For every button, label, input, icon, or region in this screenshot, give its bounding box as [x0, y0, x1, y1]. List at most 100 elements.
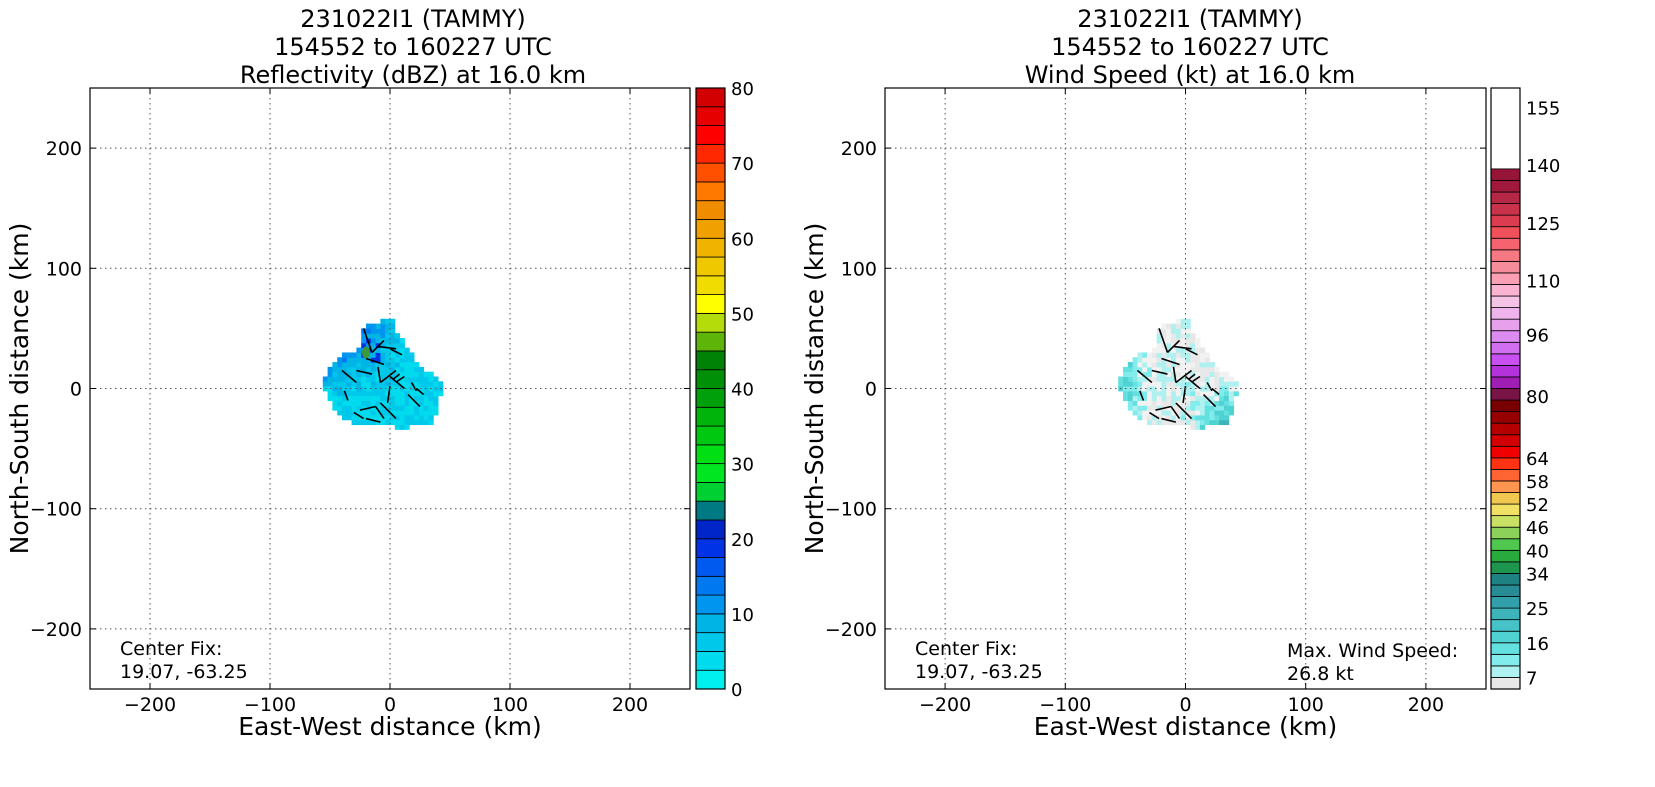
data-cell [1156, 395, 1162, 402]
data-cell [380, 419, 386, 426]
data-cell [1185, 395, 1191, 402]
data-cell [390, 352, 396, 358]
data-cell [361, 405, 367, 411]
data-cell [1132, 371, 1138, 377]
wind-barb [407, 393, 421, 408]
data-cell [404, 347, 410, 353]
colorbar-bin [695, 500, 726, 521]
data-cell [433, 400, 439, 406]
data-cell [337, 366, 343, 373]
x-tick-label: 0 [1179, 694, 1191, 716]
data-cell [409, 376, 415, 382]
data-cell [332, 371, 338, 377]
data-cell [342, 362, 348, 368]
data-cell [1199, 395, 1206, 402]
data-cell [1223, 386, 1230, 392]
data-cell [1156, 342, 1162, 349]
data-cell [414, 419, 420, 426]
center-fix-value: 19.07, -63.25 [120, 661, 248, 683]
data-cell [1195, 338, 1201, 344]
data-cell [418, 419, 425, 426]
data-cell [1151, 376, 1158, 382]
data-cell [370, 362, 377, 368]
data-cell [380, 371, 386, 377]
data-cell [394, 362, 401, 368]
data-cell [1180, 347, 1186, 353]
data-cell [370, 323, 377, 329]
data-cell [1142, 386, 1148, 392]
data-cell [366, 410, 372, 416]
data-cell [1180, 400, 1186, 406]
grid-lines [90, 88, 690, 689]
data-cell [356, 357, 362, 363]
data-cell [1175, 400, 1182, 406]
data-cell [1151, 347, 1158, 353]
data-cell [394, 347, 401, 353]
data-cell [1209, 362, 1215, 368]
y-tick-label: 100 [46, 258, 82, 280]
data-cell [1166, 366, 1172, 373]
data-cell [1118, 376, 1124, 382]
data-cell [394, 366, 401, 373]
colorbar-frame [1490, 87, 1521, 690]
colorbar-tick-label: 34 [1526, 564, 1549, 585]
wind-barb [379, 369, 397, 384]
colorbar-bin [1490, 642, 1521, 655]
data-cell [375, 352, 381, 358]
data-cell [390, 381, 396, 387]
data-cell [1180, 362, 1186, 368]
data-cell [1185, 366, 1191, 373]
data-cell [1142, 400, 1148, 406]
data-cell [1228, 395, 1235, 402]
colorbar-bin [1490, 307, 1521, 320]
data-cell [1199, 357, 1206, 363]
data-cell [423, 414, 429, 421]
data-cell [414, 410, 420, 416]
data-cell [399, 371, 405, 377]
data-cell [1214, 366, 1220, 373]
data-cell [399, 424, 405, 430]
data-cell [1151, 390, 1158, 397]
data-cell [1161, 347, 1167, 353]
data-cell [366, 371, 372, 377]
data-cell [1175, 376, 1182, 382]
wind-barb [365, 417, 381, 423]
data-cell [351, 390, 357, 397]
data-cell [394, 395, 401, 402]
data-cell [1180, 410, 1186, 416]
data-cell [399, 419, 405, 426]
data-cell [1209, 410, 1215, 416]
data-cell [1185, 323, 1191, 329]
data-cell [1204, 357, 1211, 363]
data-cell [418, 414, 425, 421]
data-cell [356, 352, 362, 358]
colorbar-bin [1490, 399, 1521, 413]
data-cell [1214, 419, 1220, 426]
colorbar-tick-label: 80 [731, 79, 754, 100]
data-cell [1156, 414, 1162, 421]
colorbar-bin [1490, 515, 1521, 528]
data-cell [385, 414, 391, 421]
x-tick-label: 200 [612, 694, 648, 716]
data-cell [404, 371, 410, 377]
data-cell [1156, 352, 1162, 358]
y-tick-label: 0 [865, 379, 877, 401]
wind-barb [1170, 406, 1181, 420]
data-cell [1223, 400, 1230, 406]
data-cell [414, 366, 420, 373]
data-cell [375, 395, 381, 402]
wind-barb [377, 345, 397, 350]
data-cell [409, 414, 415, 421]
data-cell [409, 410, 415, 416]
data-cell [1199, 366, 1206, 373]
data-cell [399, 376, 405, 382]
data-cell [370, 333, 377, 339]
data-cell [423, 381, 429, 387]
data-cell [390, 414, 396, 421]
data-cell [1223, 381, 1230, 387]
data-cell [1209, 414, 1215, 421]
wind-speed-chart: −200 −100 0 100 200 −200 −100 0 100 200 East-West … [800, 87, 1560, 741]
data-cell [1166, 371, 1172, 377]
data-cell [1147, 366, 1153, 373]
data-cell [1209, 405, 1215, 411]
